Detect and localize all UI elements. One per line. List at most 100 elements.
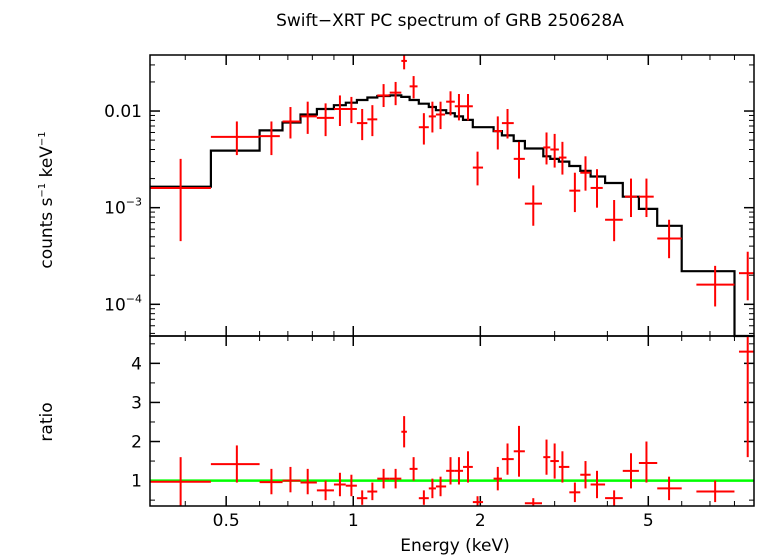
ratio-data-point xyxy=(638,441,658,483)
spectrum-frame xyxy=(149,54,755,337)
ratio-data-point xyxy=(657,476,682,501)
ratio-frame xyxy=(149,335,755,507)
spectrum-data-point xyxy=(501,108,514,139)
x-tick-label: 5 xyxy=(643,511,654,531)
spectrum-data-point xyxy=(493,116,502,150)
spectrum-data-point xyxy=(543,132,551,165)
spectrum-data-point xyxy=(657,219,682,259)
ratio-data-point xyxy=(435,476,447,497)
ratio-data-point xyxy=(377,468,390,489)
spectrum-data-point xyxy=(738,251,754,301)
ratio-data-point xyxy=(513,425,525,477)
spectrum-ylabel: counts s−1 keV−1 xyxy=(37,131,57,268)
spectrum-data-point xyxy=(550,133,559,168)
ratio-data-point xyxy=(493,466,502,491)
spectrum-data-point xyxy=(418,113,429,145)
ratio-y-tick-label: 2 xyxy=(131,433,142,453)
spectrum-data-point xyxy=(389,81,402,106)
spectrum-data-point xyxy=(569,172,581,213)
spectrum-y-tick-label: 10−3 xyxy=(104,196,142,219)
spectrum-data-point xyxy=(409,76,418,99)
ratio-data-point xyxy=(622,453,639,489)
ratio-data-point xyxy=(409,457,418,481)
spectrum-data-point xyxy=(401,55,407,70)
ratio-data-point xyxy=(356,490,368,505)
spectrum-model-group xyxy=(150,94,754,338)
spectrum-data-point xyxy=(454,94,464,121)
spectrum-data-point xyxy=(558,141,567,175)
ratio-data-point xyxy=(446,457,455,485)
spectrum-data-point xyxy=(624,178,637,218)
spectrum-data-point xyxy=(472,151,484,186)
ratio-data-point xyxy=(472,496,484,506)
spectrum-data-point xyxy=(580,156,591,191)
ratio-data-point xyxy=(696,480,735,503)
spectrum-data-point xyxy=(150,158,211,242)
spectrum-y-tick-label: 0.01 xyxy=(104,102,142,122)
y-tick-exponent: −4 xyxy=(126,292,142,305)
spectrum-data-point xyxy=(446,91,455,116)
spectrum-data-point xyxy=(333,95,348,127)
spectrum-data-point xyxy=(345,96,357,124)
y-tick-base: 10 xyxy=(104,295,126,315)
ratio-y-tick-labels: 1 2 3 4 xyxy=(131,354,142,491)
ratio-y-tick-label: 4 xyxy=(131,354,142,374)
x-tick-label: 0.5 xyxy=(213,511,240,531)
ratio-data-point xyxy=(738,336,754,458)
spectrum-data-point xyxy=(316,103,334,137)
ratio-data-point xyxy=(300,468,317,495)
ratio-data-point xyxy=(550,443,559,479)
ratio-data-point xyxy=(150,457,211,506)
spectrum-axes-ticks xyxy=(150,55,754,336)
spectrum-data-point xyxy=(513,141,525,179)
spectrum-ylabel-main: counts s xyxy=(37,197,57,268)
spectrum-data-point xyxy=(638,178,654,218)
spectrum-data-point xyxy=(696,265,735,307)
ratio-data-point xyxy=(259,468,283,495)
spectrum-ylabel-exp2: −1 xyxy=(37,131,48,146)
ratio-data-points xyxy=(150,336,754,506)
spectrum-data-point xyxy=(463,94,473,121)
ratio-data-point xyxy=(316,480,334,501)
y-tick-base: 10 xyxy=(104,199,126,219)
spectrum-data-point xyxy=(356,108,368,141)
ratio-data-point xyxy=(543,439,551,475)
ratio-y-tick-label: 3 xyxy=(131,393,142,413)
spectrum-data-point xyxy=(282,107,301,139)
spectrum-data-point xyxy=(524,185,542,226)
model-step-line xyxy=(150,94,754,338)
ratio-y-tick-label: 1 xyxy=(131,472,142,492)
ratio-data-point xyxy=(605,490,623,506)
ratio-data-point xyxy=(590,470,606,499)
ratio-data-point xyxy=(524,498,542,506)
x-tick-label: 1 xyxy=(348,511,359,531)
ratio-data-point xyxy=(558,451,570,483)
ratio-data-point xyxy=(418,490,429,505)
plot-frames xyxy=(149,54,755,507)
spectrum-data-point xyxy=(605,200,623,242)
spectrum-data-point xyxy=(590,169,603,208)
x-tick-label: 2 xyxy=(475,511,486,531)
y-tick-exponent: −3 xyxy=(126,196,142,209)
spectrum-ylabel-mid: keV xyxy=(37,146,57,183)
ratio-data-point xyxy=(282,466,301,493)
spectrum-data-point xyxy=(300,101,317,134)
spectrum-ylabel-exp1: −1 xyxy=(37,183,48,198)
ratio-data-point xyxy=(367,482,378,501)
spectrum-data-point xyxy=(377,84,390,108)
spectrum-data-point xyxy=(367,105,378,137)
ratio-data-point xyxy=(428,478,436,499)
ratio-data-point xyxy=(210,445,260,483)
spectrum-data-points xyxy=(150,55,754,307)
ratio-data-point xyxy=(401,416,407,448)
chart-title: Swift−XRT PC spectrum of GRB 250628A xyxy=(276,11,624,31)
spectrum-data-point xyxy=(259,121,280,156)
x-tick-labels: 0.5 1 2 5 xyxy=(213,511,654,531)
spectrum-data-point xyxy=(428,101,436,133)
ratio-data-point xyxy=(463,451,473,483)
spectrum-data-point xyxy=(435,101,446,130)
ratio-data-point xyxy=(389,468,402,489)
x-axis-label: Energy (keV) xyxy=(400,536,510,556)
ratio-ylabel: ratio xyxy=(37,402,57,441)
